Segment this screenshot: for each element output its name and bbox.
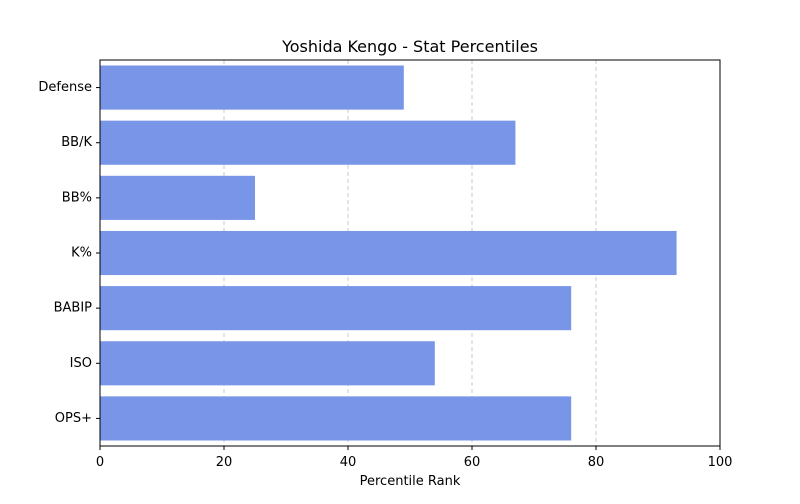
x-tick-label: 20 xyxy=(216,455,233,470)
chart-title: Yoshida Kengo - Stat Percentiles xyxy=(281,37,538,56)
x-tick-label: 80 xyxy=(588,455,605,470)
axis-ticks: OPS+ ISO BABIP K% BB% BB/K Defense 0 20 40 60 80 100 xyxy=(38,80,732,470)
x-tick-label: 60 xyxy=(464,455,481,470)
bar xyxy=(100,286,572,331)
bar xyxy=(100,341,435,386)
y-tick-label: BABIP xyxy=(54,301,93,316)
bar xyxy=(100,175,255,220)
bar xyxy=(100,230,677,276)
x-tick-label: 40 xyxy=(340,455,357,470)
bar xyxy=(100,65,404,110)
y-tick-label: BB% xyxy=(62,190,92,205)
x-tick-label: 0 xyxy=(96,455,104,470)
bar xyxy=(100,396,572,441)
x-tick-label: 100 xyxy=(708,455,733,470)
x-axis-label: Percentile Rank xyxy=(360,474,461,489)
y-tick-label: BB/K xyxy=(61,135,92,150)
bars xyxy=(100,65,677,441)
y-tick-label: K% xyxy=(71,246,92,261)
y-tick-label: Defense xyxy=(38,80,92,95)
y-tick-label: ISO xyxy=(70,356,92,371)
bar xyxy=(100,120,516,165)
y-tick-label: OPS+ xyxy=(55,411,92,426)
